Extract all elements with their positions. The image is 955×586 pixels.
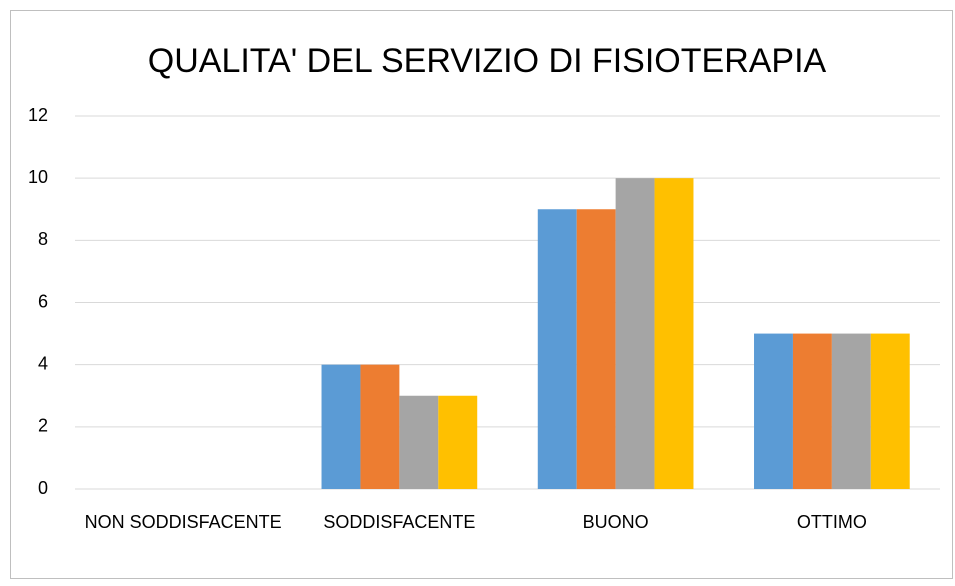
bar	[576, 209, 616, 489]
bar	[831, 333, 871, 489]
bar	[615, 178, 655, 489]
chart-border	[10, 10, 953, 579]
bar	[537, 209, 577, 489]
bar	[792, 333, 832, 489]
bar	[399, 395, 439, 489]
x-tick-label: NON SODDISFACENTE	[85, 512, 282, 532]
bar	[754, 333, 793, 489]
x-tick-label: SODDISFACENTE	[323, 512, 475, 532]
x-tick-label: BUONO	[583, 512, 649, 532]
y-tick-label: 6	[38, 291, 48, 311]
y-tick-label: 2	[38, 416, 48, 436]
y-tick-label: 0	[38, 478, 48, 498]
y-tick-label: 4	[38, 353, 48, 373]
y-tick-label: 8	[38, 229, 48, 249]
bar	[438, 395, 478, 489]
chart-title: QUALITA' DEL SERVIZIO DI FISIOTERAPIA	[148, 42, 827, 80]
x-tick-label: OTTIMO	[797, 512, 867, 532]
y-tick-label: 12	[28, 105, 48, 125]
y-tick-label: 10	[28, 167, 48, 187]
bar	[360, 364, 400, 489]
bar	[321, 364, 361, 489]
bar	[654, 178, 694, 489]
bar	[870, 333, 910, 489]
